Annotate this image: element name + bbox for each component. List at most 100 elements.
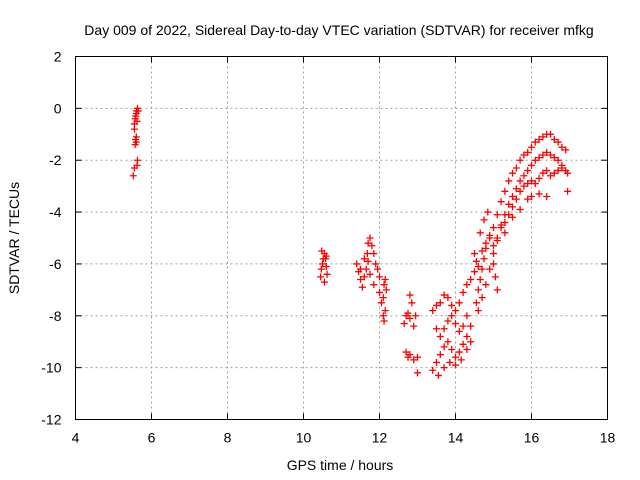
x-tick-label: 16	[524, 430, 540, 446]
data-point	[550, 169, 558, 177]
data-point	[452, 353, 459, 361]
data-point	[133, 117, 141, 125]
x-tick-label: 12	[372, 430, 388, 446]
y-tick-label: 2	[54, 49, 62, 65]
data-point	[478, 265, 486, 273]
data-point	[474, 286, 482, 294]
data-point	[524, 148, 532, 156]
data-point	[524, 180, 532, 188]
data-point	[404, 309, 412, 317]
data-point	[452, 320, 459, 328]
data-point	[360, 273, 368, 281]
data-point	[482, 281, 490, 289]
data-point	[543, 148, 551, 156]
data-point	[366, 234, 374, 242]
data-point	[357, 265, 364, 273]
data-point	[440, 291, 448, 299]
data-point	[520, 151, 528, 159]
data-point	[480, 216, 488, 224]
data-point	[448, 312, 456, 320]
data-point	[446, 358, 454, 366]
data-point	[130, 125, 138, 133]
data-point	[520, 182, 528, 190]
data-point	[528, 161, 535, 169]
x-tick-label: 18	[600, 430, 616, 446]
data-point	[134, 107, 142, 115]
data-point	[133, 156, 141, 164]
data-point	[543, 167, 551, 175]
data-point	[433, 301, 440, 309]
data-point	[376, 288, 383, 296]
data-point	[547, 130, 554, 138]
data-point	[539, 151, 547, 159]
y-tick-label: 0	[54, 100, 62, 116]
data-point	[377, 299, 385, 307]
data-point	[452, 307, 459, 315]
data-point	[436, 299, 444, 307]
data-point	[535, 190, 543, 198]
data-point	[459, 322, 467, 330]
data-point	[440, 325, 448, 333]
data-point	[457, 356, 465, 364]
x-tick-label: 6	[148, 430, 156, 446]
data-point	[505, 177, 513, 185]
data-point	[433, 325, 440, 333]
data-point	[444, 317, 452, 325]
data-point	[380, 281, 388, 289]
x-tick-label: 4	[72, 430, 80, 446]
data-point	[382, 286, 390, 294]
data-point	[370, 281, 378, 289]
data-point	[562, 146, 570, 154]
data-point	[400, 320, 408, 328]
data-point	[410, 356, 418, 364]
data-point	[531, 156, 539, 164]
x-tick-label: 14	[448, 430, 464, 446]
data-point	[402, 348, 410, 356]
data-point	[554, 167, 562, 175]
x-axis-label: GPS time / hours	[287, 457, 394, 473]
data-point	[478, 294, 486, 302]
data-point	[410, 322, 418, 330]
data-point	[317, 265, 325, 273]
data-point	[436, 351, 444, 359]
data-point	[484, 208, 492, 216]
data-point	[490, 260, 497, 268]
data-point	[376, 273, 383, 281]
data-point	[505, 200, 513, 208]
data-point	[524, 195, 532, 203]
data-point	[474, 263, 482, 271]
data-point	[524, 167, 532, 175]
data-point	[486, 265, 494, 273]
data-point	[512, 195, 520, 203]
data-point	[531, 180, 539, 188]
data-point	[444, 294, 452, 302]
data-point	[501, 187, 509, 195]
data-point	[509, 169, 516, 177]
data-point	[380, 317, 388, 325]
data-point	[558, 143, 566, 151]
data-point	[440, 343, 448, 351]
data-point	[528, 143, 535, 151]
data-point	[357, 275, 364, 283]
data-point	[476, 229, 484, 237]
data-point	[406, 314, 414, 322]
data-point	[455, 299, 463, 307]
data-point	[491, 273, 499, 281]
data-point	[372, 260, 380, 268]
data-point	[471, 268, 478, 276]
data-point	[455, 327, 463, 335]
data-point	[459, 288, 467, 296]
data-point	[429, 366, 437, 374]
data-point	[368, 242, 376, 250]
data-point	[322, 263, 330, 271]
data-point	[535, 154, 543, 162]
data-point	[429, 307, 437, 315]
data-point	[459, 340, 467, 348]
data-point	[463, 345, 471, 353]
data-point	[364, 257, 372, 265]
data-point	[528, 193, 535, 201]
data-point	[501, 218, 509, 226]
data-point	[358, 283, 366, 291]
data-point	[440, 364, 448, 372]
data-point	[381, 307, 389, 315]
